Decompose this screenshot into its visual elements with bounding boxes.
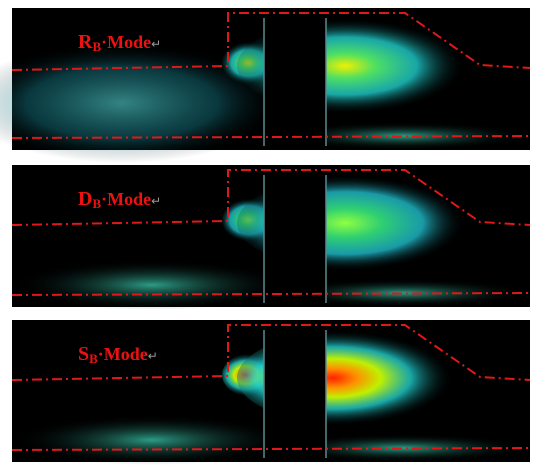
mode-label: RB·Mode↵	[78, 31, 161, 54]
label-subscript: B	[89, 351, 98, 366]
label-suffix: ·Mode	[98, 344, 148, 364]
label-mark: ↵	[151, 37, 161, 51]
label-letter: D	[78, 188, 92, 210]
panel: RB·Mode↵	[0, 8, 532, 163]
label-subscript: B	[92, 39, 101, 54]
figure: RB·Mode↵DB·Mode↵SB·Mode↵	[0, 0, 540, 467]
glow	[12, 415, 292, 465]
gap	[264, 165, 326, 307]
gap	[264, 320, 326, 462]
panel: SB·Mode↵	[12, 320, 532, 465]
panel: DB·Mode↵	[12, 165, 532, 310]
label-mark: ↵	[148, 349, 158, 363]
mode-label: DB·Mode↵	[78, 188, 161, 211]
label-suffix: ·Mode	[101, 32, 151, 52]
label-suffix: ·Mode	[101, 189, 151, 209]
label-subscript: B	[92, 196, 101, 211]
label-letter: R	[78, 31, 93, 53]
label-mark: ↵	[151, 194, 161, 208]
glow	[12, 260, 292, 310]
label-letter: S	[78, 343, 89, 365]
gap	[264, 8, 326, 150]
